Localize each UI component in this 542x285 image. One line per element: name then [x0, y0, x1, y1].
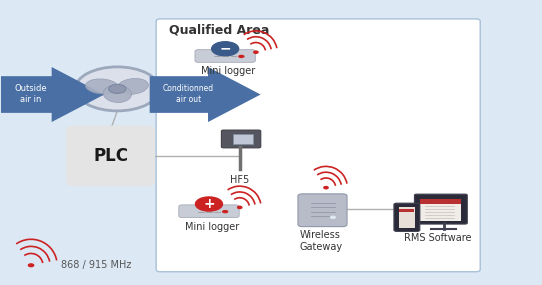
FancyBboxPatch shape	[195, 50, 255, 62]
FancyBboxPatch shape	[421, 199, 461, 204]
Text: Mini logger: Mini logger	[185, 221, 239, 231]
Text: Wireless
Gateway: Wireless Gateway	[299, 230, 342, 252]
Circle shape	[254, 51, 258, 53]
Ellipse shape	[86, 79, 118, 94]
FancyBboxPatch shape	[179, 205, 239, 217]
FancyBboxPatch shape	[233, 134, 253, 144]
Ellipse shape	[117, 78, 149, 94]
FancyBboxPatch shape	[66, 126, 155, 186]
Ellipse shape	[103, 85, 131, 103]
Circle shape	[28, 264, 34, 267]
Circle shape	[212, 42, 238, 56]
FancyBboxPatch shape	[0, 67, 104, 122]
Text: Conditionned
air out: Conditionned air out	[163, 84, 214, 104]
FancyBboxPatch shape	[415, 194, 467, 224]
FancyBboxPatch shape	[221, 130, 261, 148]
Text: +: +	[203, 197, 215, 211]
Text: Qualified Area: Qualified Area	[169, 24, 269, 37]
Circle shape	[237, 206, 242, 209]
FancyBboxPatch shape	[394, 203, 420, 231]
Circle shape	[109, 84, 126, 93]
Circle shape	[238, 55, 244, 58]
Circle shape	[196, 197, 222, 211]
Text: HF5: HF5	[230, 175, 249, 185]
FancyBboxPatch shape	[421, 199, 461, 221]
FancyBboxPatch shape	[298, 194, 347, 227]
FancyBboxPatch shape	[150, 67, 261, 122]
Text: RMS Software: RMS Software	[404, 233, 472, 243]
Circle shape	[75, 67, 159, 111]
FancyBboxPatch shape	[399, 209, 415, 213]
FancyBboxPatch shape	[399, 207, 415, 228]
Text: Outside
air in: Outside air in	[15, 84, 47, 104]
Text: −: −	[220, 42, 231, 56]
Circle shape	[222, 210, 228, 213]
Text: Mini logger: Mini logger	[201, 66, 255, 76]
Circle shape	[330, 215, 336, 219]
Text: PLC: PLC	[93, 147, 128, 165]
FancyBboxPatch shape	[156, 19, 480, 272]
Text: 868 / 915 MHz: 868 / 915 MHz	[61, 260, 131, 270]
Circle shape	[324, 187, 328, 189]
